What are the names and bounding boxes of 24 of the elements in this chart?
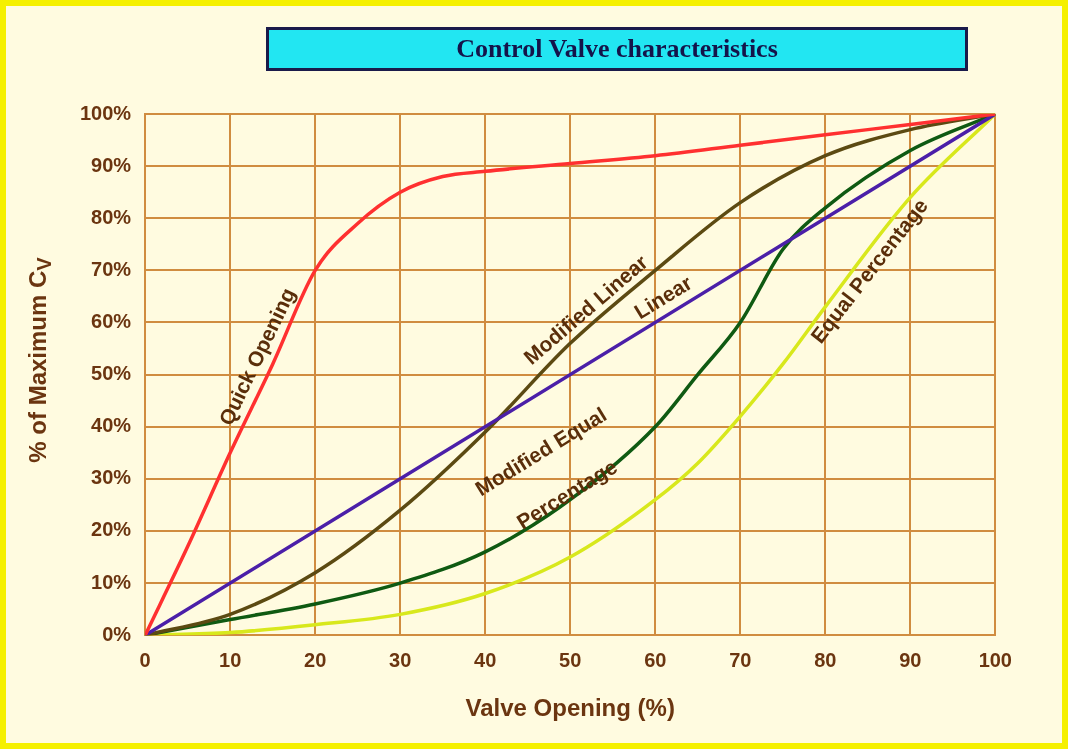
x-tick-label: 100 (978, 648, 1012, 671)
y-tick-label: 0% (102, 622, 132, 645)
x-tick-label: 30 (389, 648, 412, 671)
x-tick-label: 0 (139, 648, 151, 671)
x-tick-label: 40 (474, 648, 497, 671)
y-tick-label: 70% (91, 257, 132, 280)
y-tick-label: 40% (91, 414, 132, 437)
y-tick-label: 30% (91, 466, 132, 489)
x-tick-label: 20 (304, 648, 327, 671)
y-tick-label: 50% (91, 362, 132, 385)
chart-title: Control Valve characteristics (266, 27, 968, 71)
y-tick-label: 100% (80, 101, 132, 124)
y-tick-label: 90% (91, 153, 132, 176)
x-tick-label: 80 (814, 648, 837, 671)
x-tick-label: 70 (729, 648, 752, 671)
x-tick-label: 60 (644, 648, 667, 671)
x-tick-label: 10 (219, 648, 242, 671)
y-tick-label: 10% (91, 570, 132, 593)
x-axis-title: Valve Opening (%) (465, 694, 675, 722)
y-tick-label: 80% (91, 205, 132, 228)
y-tick-label: 20% (91, 518, 132, 541)
y-tick-label: 60% (91, 310, 132, 332)
x-tick-label: 50 (559, 648, 582, 671)
x-tick-label: 90 (899, 648, 922, 671)
